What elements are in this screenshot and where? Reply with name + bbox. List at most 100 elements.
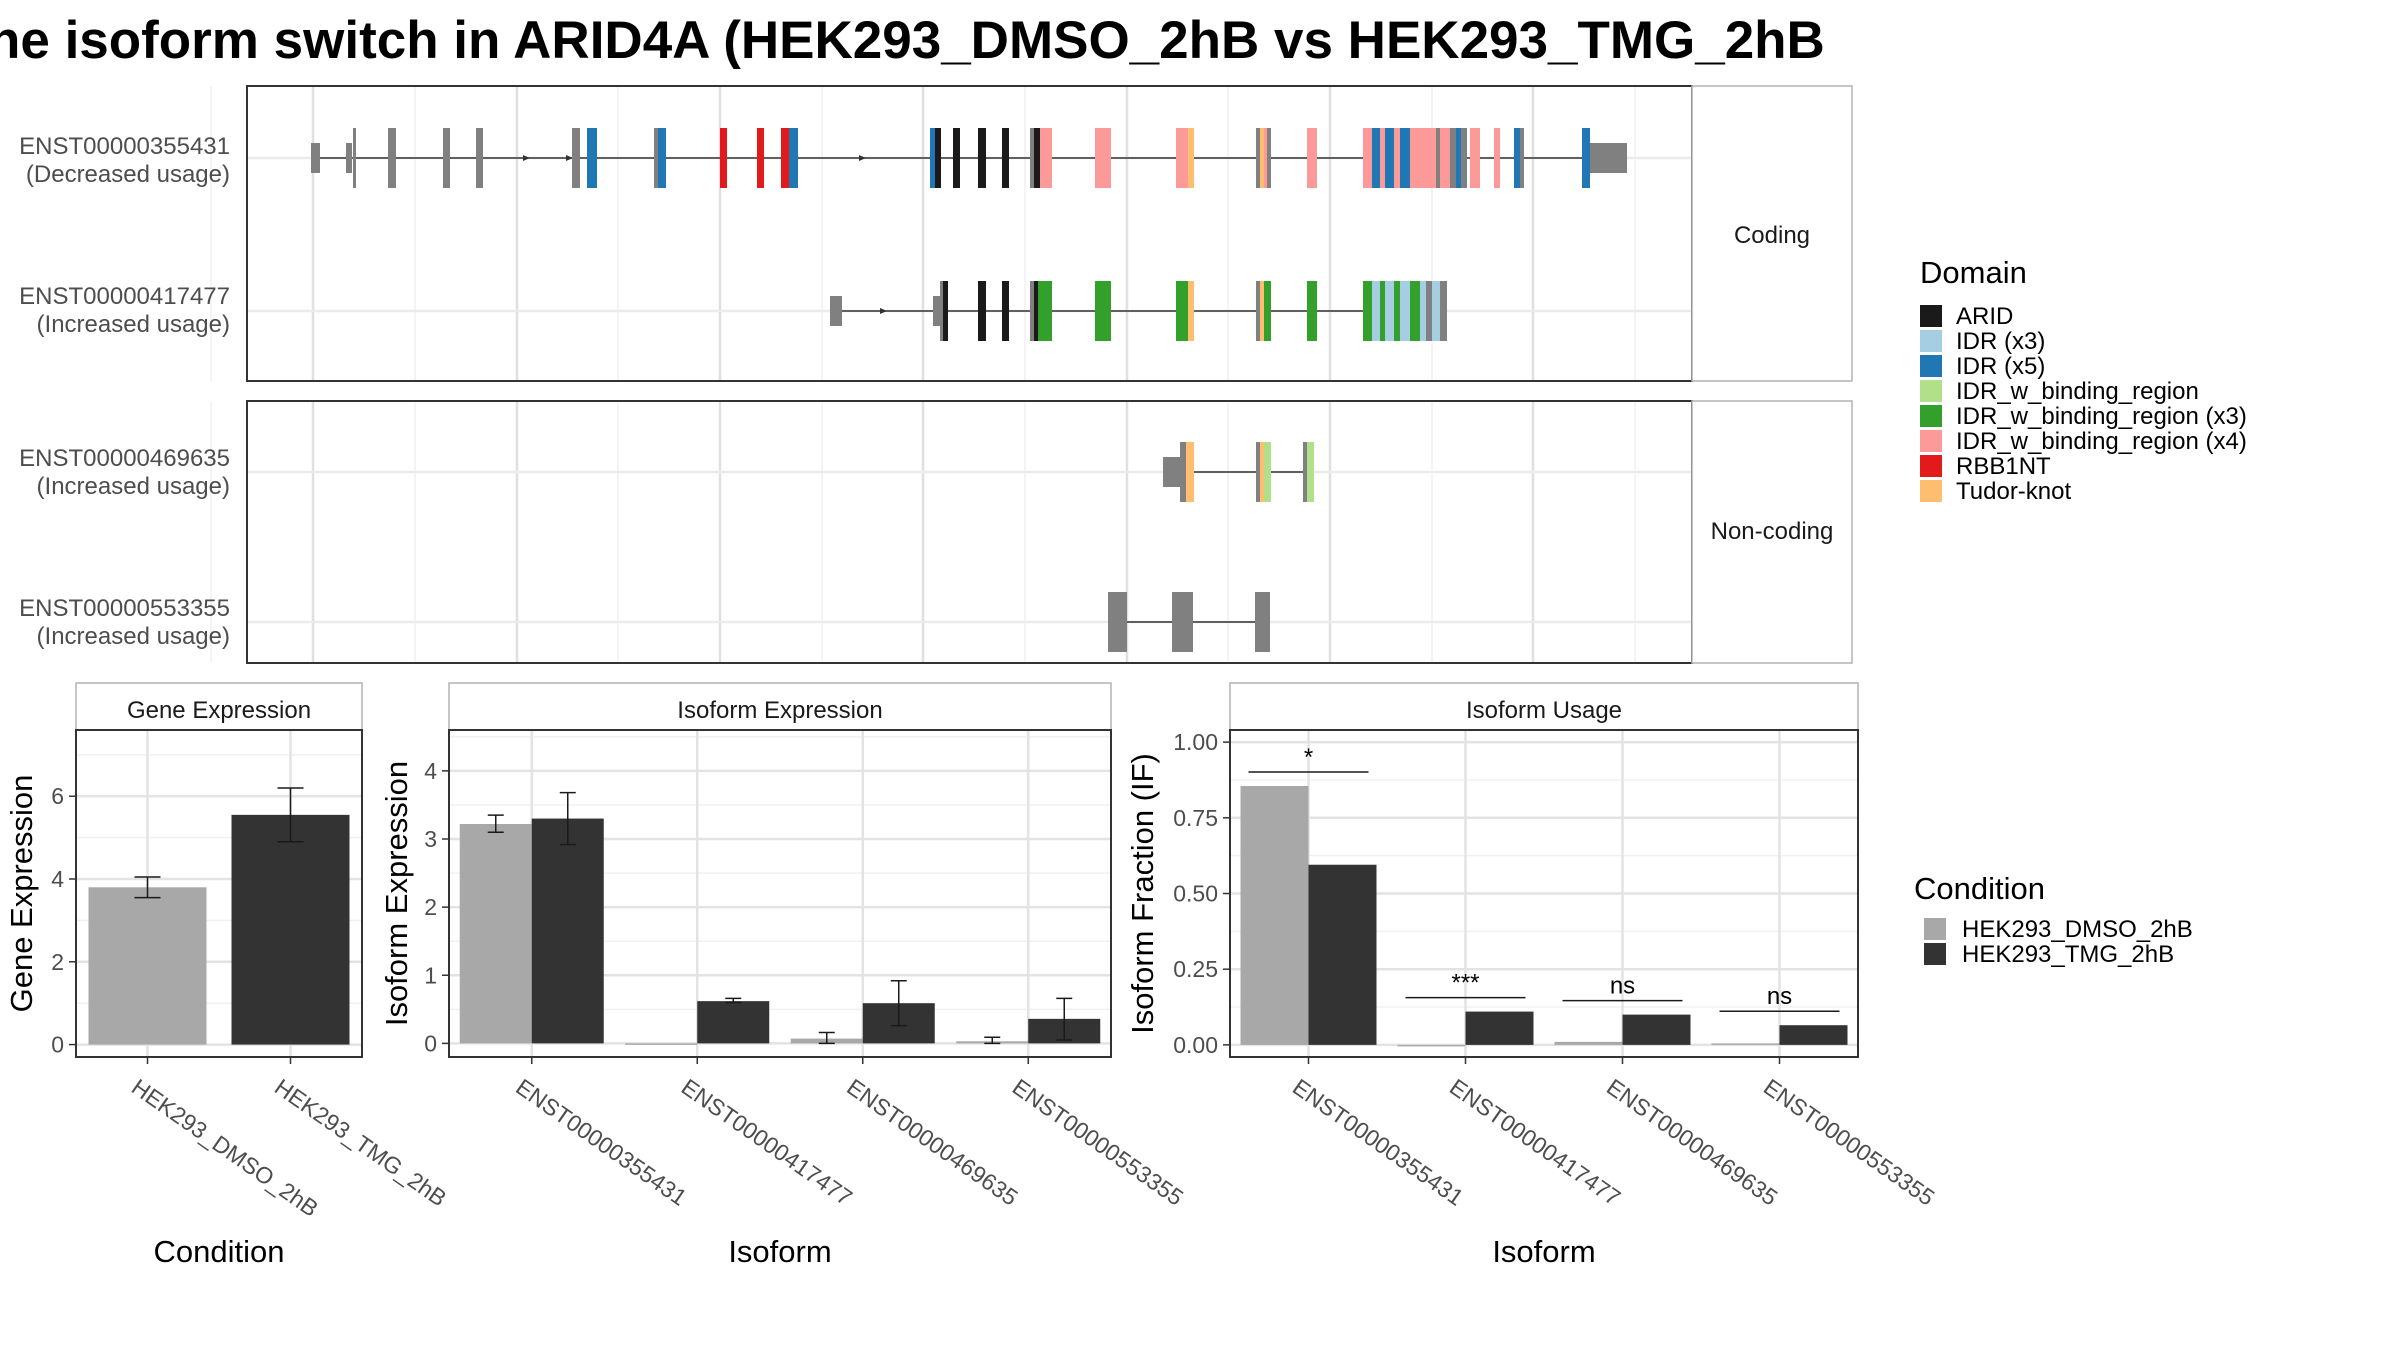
noncoding-strip-label: Non-coding	[1711, 518, 1834, 545]
exon-1	[346, 143, 352, 173]
exon-5	[476, 128, 483, 188]
x-tick-label-3: ENST00000553355	[1008, 1074, 1188, 1211]
exon-2	[1186, 442, 1194, 502]
significance-label-2: ns	[1610, 973, 1635, 1000]
isoform-track-ENST00000355431	[311, 128, 1627, 188]
exon-5	[1264, 442, 1271, 502]
condition-legend-label-1: HEK293_TMG_2hB	[1962, 941, 2174, 968]
exon-22	[1095, 128, 1111, 188]
exon-9	[1095, 281, 1111, 341]
x-tick-label-1: ENST00000417477	[677, 1074, 857, 1211]
exon-33	[1385, 128, 1394, 188]
exon-0	[311, 143, 320, 173]
exon-25	[1256, 128, 1260, 188]
y-axis-title: Gene Expression	[4, 775, 39, 1013]
exon-10	[720, 128, 727, 188]
y-tick-label-3: 6	[51, 783, 64, 809]
exon-7	[1034, 281, 1038, 341]
y-tick-label-0: 0	[424, 1030, 437, 1056]
exon-9	[658, 128, 666, 188]
panel-border	[75, 729, 363, 1058]
y-tick-label-3: 3	[424, 826, 437, 852]
condition-legend-key-1	[1924, 943, 1946, 965]
isoform-track-ENST00000417477	[830, 281, 1447, 341]
y-axis-title: Isoform Fraction (IF)	[1125, 753, 1160, 1034]
domain-legend-title: Domain	[1920, 255, 2027, 290]
exon-39	[1450, 128, 1456, 188]
exon-18	[1002, 128, 1009, 188]
exon-18	[1380, 281, 1385, 341]
exon-30	[1363, 128, 1372, 188]
bar-ENST00000553355-HEK293_DMSO_2hB	[1711, 1043, 1780, 1045]
exon-46	[1582, 128, 1590, 188]
exon-13	[789, 128, 798, 188]
domain-legend-key-6	[1920, 455, 1942, 477]
x-tick-label-2: ENST00000469635	[842, 1074, 1022, 1211]
exon-24	[1188, 128, 1194, 188]
exon-32	[1380, 128, 1385, 188]
bar-ENST00000417477-HEK293_TMG_2hB	[697, 1001, 770, 1044]
panel-title: Isoform Usage	[1466, 697, 1622, 724]
exon-8	[1038, 281, 1052, 341]
y-tick-label-2: 0.50	[1173, 881, 1218, 907]
domain-legend-label-0: ARID	[1956, 303, 2013, 330]
exon-4	[443, 128, 450, 188]
exon-3	[388, 128, 396, 188]
x-tick-label-0: ENST00000355431	[511, 1074, 691, 1211]
exon-37	[1436, 128, 1440, 188]
exon-16	[953, 128, 960, 188]
bar-HEK293_TMG_2hB	[231, 814, 350, 1045]
x-tick-label-3: ENST00000553355	[1759, 1074, 1939, 1211]
gene-expression-panel: Gene Expression0246HEK293_DMSO_2hBHEK293…	[4, 682, 451, 1269]
strand-arrow-0	[880, 308, 887, 314]
exon-34	[1394, 128, 1400, 188]
exon-23	[1176, 128, 1188, 188]
condition-legend-label-0: HEK293_DMSO_2hB	[1962, 916, 2193, 943]
domain-legend-label-5: IDR_w_binding_region (x4)	[1956, 428, 2247, 455]
condition-legend-key-0	[1924, 918, 1946, 940]
isoform-track-ENST00000469635	[1163, 442, 1314, 502]
isoform-track-ENST00000553355	[1108, 592, 1270, 652]
gene-structure-plot: Coding Non-coding ENST00000355431 (Decre…	[19, 85, 1853, 664]
exon-36	[1410, 128, 1436, 188]
bar-ENST00000469635-HEK293_DMSO_2hB	[1554, 1041, 1623, 1045]
exon-17	[978, 128, 986, 188]
exon-23	[1420, 281, 1426, 341]
exon-11	[1188, 281, 1194, 341]
exon-6	[1303, 442, 1307, 502]
exon-21	[1040, 128, 1052, 188]
bar-ENST00000417477-HEK293_DMSO_2hB	[1397, 1044, 1466, 1047]
domain-legend-key-4	[1920, 405, 1942, 427]
panel-title: Gene Expression	[127, 697, 311, 724]
exon-2	[353, 128, 356, 188]
exon-0	[830, 296, 842, 326]
exon-35	[1400, 128, 1410, 188]
exon-4	[978, 281, 986, 341]
bar-ENST00000355431-HEK293_TMG_2hB	[1308, 864, 1377, 1045]
domain-legend-key-5	[1920, 430, 1942, 452]
exon-1	[933, 296, 940, 326]
figure-title: he isoform switch in ARID4A (HEK293_DMSO…	[0, 11, 1825, 70]
exon-29	[1307, 128, 1317, 188]
x-tick-label-2: ENST00000469635	[1602, 1074, 1782, 1211]
isoform-expression-panel: Isoform Expression01234ENST00000355431EN…	[379, 682, 1188, 1269]
exon-15	[935, 128, 941, 188]
y-tick-label-0: 0.00	[1173, 1032, 1218, 1058]
noncoding-strip	[1691, 400, 1853, 664]
exon-16	[1363, 281, 1372, 341]
bar-ENST00000355431-HEK293_TMG_2hB	[531, 818, 604, 1044]
exon-26	[1260, 128, 1264, 188]
panel-title: Isoform Expression	[677, 697, 882, 724]
coding-strip-label: Coding	[1734, 222, 1810, 249]
exon-19	[1030, 128, 1034, 188]
exon-7	[587, 128, 597, 188]
isoform-usage-label-1: (Increased usage)	[37, 311, 230, 338]
bar-ENST00000469635-HEK293_TMG_2hB	[1622, 1014, 1691, 1045]
domain-legend-key-3	[1920, 380, 1942, 402]
y-tick-label-1: 2	[51, 949, 64, 975]
condition-legend-title: Condition	[1914, 871, 2045, 906]
exon-5	[1002, 281, 1009, 341]
strand-arrow-2	[859, 155, 866, 161]
